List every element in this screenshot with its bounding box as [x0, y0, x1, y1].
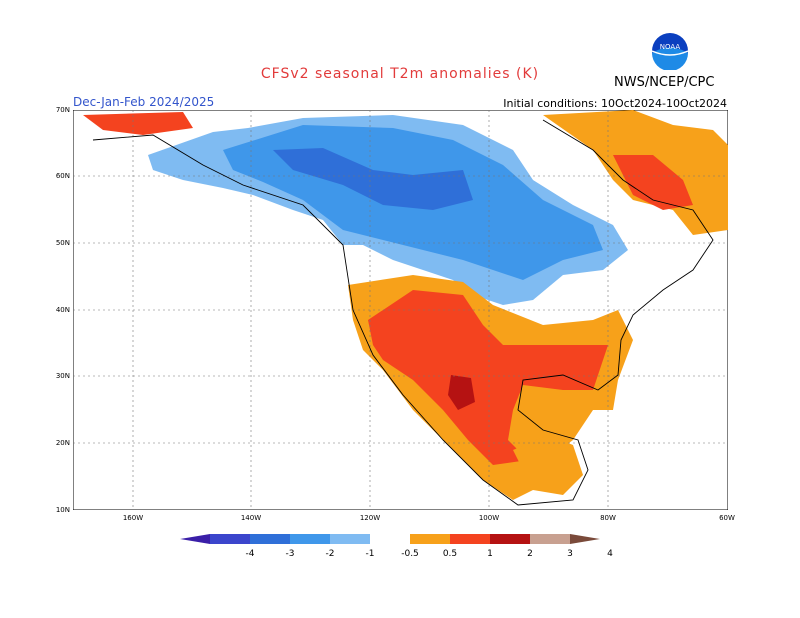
- warm-anomaly-mid: [368, 290, 608, 465]
- colorbar-swatch: [330, 534, 370, 544]
- lat-label-30: 30N: [55, 372, 70, 380]
- colorbar-tick-label: 1: [487, 549, 493, 559]
- lon-label-140: 140W: [240, 514, 262, 522]
- lon-label-100: 100W: [478, 514, 500, 522]
- colorbar-tick-label: 2: [527, 549, 533, 559]
- lat-label-10: 10N: [55, 506, 70, 514]
- colorbar-tick-label: 3: [567, 549, 573, 559]
- colorbar-tick-label: -3: [286, 549, 295, 559]
- warm-anomaly-alaska: [83, 112, 193, 135]
- cold-anomaly-dark: [273, 148, 473, 210]
- lon-label-80: 80W: [600, 514, 616, 522]
- warm-anomaly-central-america: [513, 435, 583, 495]
- colorbar-swatch: [250, 534, 290, 544]
- map-title: CFSv2 seasonal T2m anomalies (K): [260, 66, 540, 82]
- colorbar-swatch: [290, 534, 330, 544]
- graticule: [73, 110, 728, 510]
- lon-label-160: 160W: [122, 514, 144, 522]
- initial-conditions-label: Initial conditions: 10Oct2024-10Oct2024: [503, 97, 727, 110]
- colorbar-swatch: [450, 534, 490, 544]
- warm-anomaly-dark: [448, 375, 475, 410]
- colorbar-tick-label: 4: [607, 549, 613, 559]
- lat-label-40: 40N: [55, 306, 70, 314]
- lat-label-70: 70N: [55, 106, 70, 114]
- colorbar-tick-label: -2: [326, 549, 335, 559]
- anomaly-map: [73, 110, 728, 510]
- colorbar-swatch: [530, 534, 570, 544]
- lat-label-60: 60N: [55, 172, 70, 180]
- colorbar-min-arrow: [180, 534, 210, 544]
- agency-label: NWS/NCEP/CPC: [614, 75, 715, 90]
- lon-label-60: 60W: [719, 514, 735, 522]
- warm-anomaly-northeast-mid: [613, 155, 693, 210]
- period-label: Dec-Jan-Feb 2024/2025: [73, 95, 215, 109]
- lat-label-20: 20N: [55, 439, 70, 447]
- colorbar-tick-label: -0.5: [401, 549, 419, 559]
- noaa-logo: NOAA: [651, 33, 689, 70]
- colorbar-swatch: [210, 534, 250, 544]
- colorbar-tick-label: 0.5: [443, 549, 457, 559]
- colorbar-tick-label: -1: [366, 549, 375, 559]
- lon-label-120: 120W: [359, 514, 381, 522]
- colorbar-swatch: [410, 534, 450, 544]
- logo-text: NOAA: [660, 43, 681, 51]
- colorbar-swatch: [370, 534, 410, 544]
- colorbar-max-arrow: [570, 534, 600, 544]
- lat-label-50: 50N: [55, 239, 70, 247]
- coastline: [92, 119, 714, 506]
- colorbar-swatch: [490, 534, 530, 544]
- colorbar-legend: -4 -3 -2 -1 -0.5 0.5 1 2 3 4: [180, 534, 613, 559]
- colorbar-tick-label: -4: [246, 549, 255, 559]
